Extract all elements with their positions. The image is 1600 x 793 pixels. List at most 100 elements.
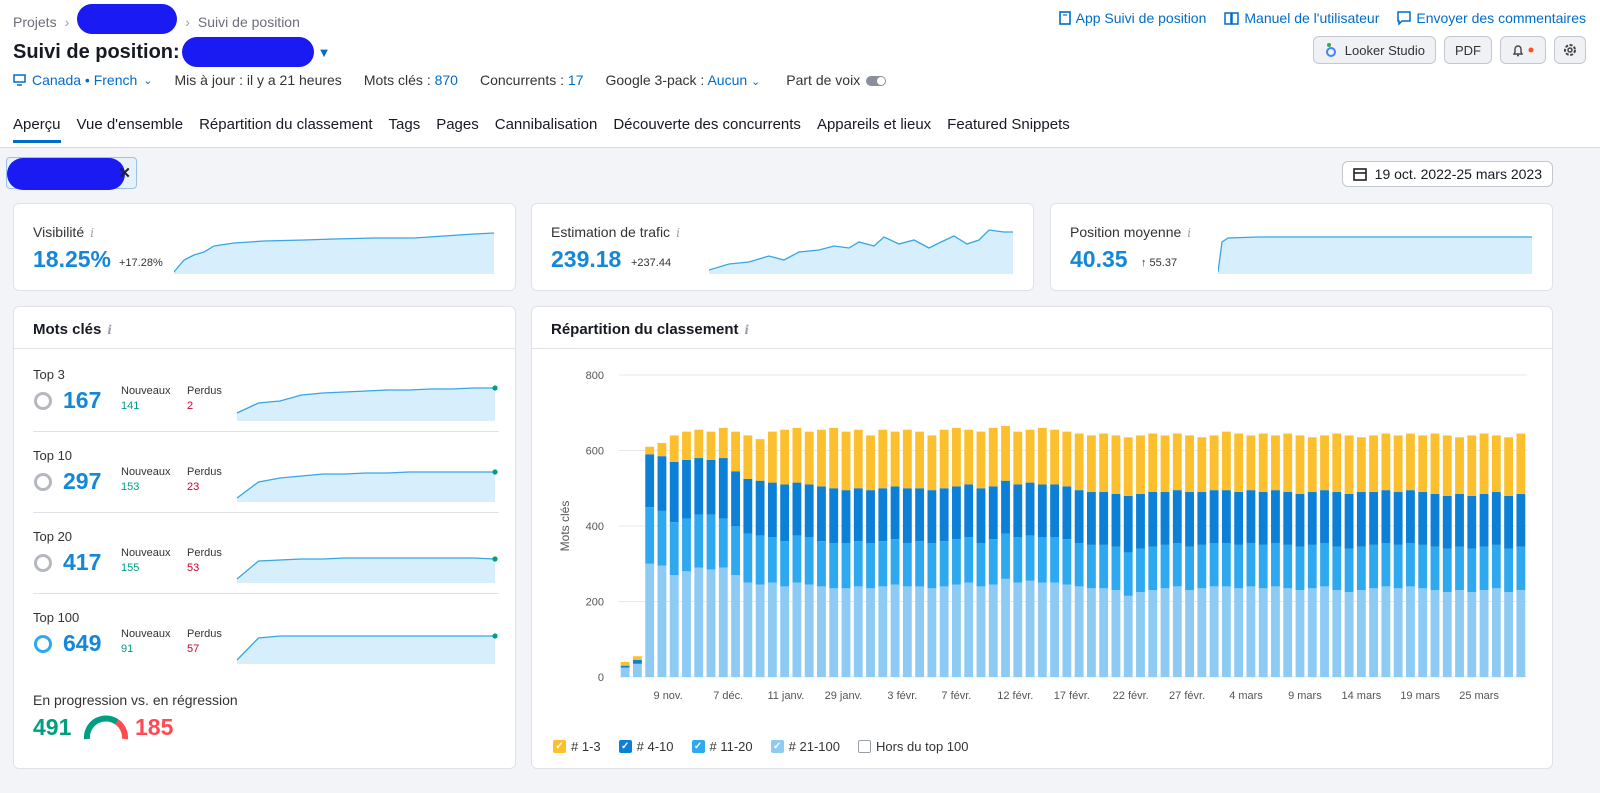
google-pack-value[interactable]: Aucun xyxy=(707,72,748,88)
legend-item[interactable]: ✓ # 1-3 xyxy=(553,739,601,754)
location-selector[interactable]: Canada • French ⌄ xyxy=(13,72,153,88)
checkbox-checked-icon[interactable]: ✓ xyxy=(553,740,566,753)
filter-chip[interactable]: ✕ xyxy=(6,157,137,190)
bar-segment-21-100 xyxy=(657,565,667,677)
keyword-sparkline xyxy=(236,556,498,583)
bar-segment-4-10 xyxy=(1234,492,1244,545)
tab-7[interactable]: Appareils et lieux xyxy=(816,116,932,133)
bar-segment-4-10 xyxy=(767,482,777,538)
chevron-down-icon[interactable]: ⌄ xyxy=(751,76,761,88)
bar-segment-11-20 xyxy=(927,542,937,589)
legend-item[interactable]: ✓ # 4-10 xyxy=(618,739,674,754)
breadcrumb-projects-link[interactable]: Projets xyxy=(13,14,57,30)
tab-2[interactable]: Répartition du classement xyxy=(199,116,373,133)
new-value[interactable]: 153 xyxy=(121,481,140,493)
checkbox-checked-icon[interactable]: ✓ xyxy=(770,740,784,753)
keywords-count-value[interactable]: 870 xyxy=(434,72,458,88)
keyword-row-value[interactable]: 649 xyxy=(63,630,102,656)
tab-3[interactable]: Tags xyxy=(388,116,421,133)
keyword-row-value[interactable]: 417 xyxy=(63,549,102,575)
divider xyxy=(33,593,499,594)
bar-segment-11-20 xyxy=(718,518,728,568)
competitors-count-value[interactable]: 17 xyxy=(567,72,584,88)
feedback-link[interactable]: Envoyer des commentaires xyxy=(1397,10,1586,26)
looker-studio-button[interactable]: Looker Studio xyxy=(1312,36,1436,64)
bar-segment-4-10 xyxy=(1442,495,1452,549)
tab-4[interactable]: Pages xyxy=(436,116,479,133)
bar-segment-4-10 xyxy=(841,490,851,543)
kpi-card-position[interactable]: Position moyenne i 40.35 ↑ 55.37 xyxy=(1050,203,1553,291)
manual-link-label: Manuel de l'utilisateur xyxy=(1244,10,1380,26)
settings-button[interactable] xyxy=(1554,36,1586,64)
kpi-card-visibility[interactable]: Visibilité i 18.25% +17.28% xyxy=(13,203,516,291)
bar-segment-21-100 xyxy=(1099,588,1109,677)
bar-segment-1-3 xyxy=(1086,435,1096,493)
close-icon[interactable]: ✕ xyxy=(118,165,131,182)
tab-6[interactable]: Découverte des concurrents xyxy=(613,116,801,133)
keyword-row-value[interactable]: 297 xyxy=(63,468,102,494)
bar-segment-4-10 xyxy=(1491,492,1501,545)
kpi-card-traffic[interactable]: Estimation de trafic i 239.18 +237.44 xyxy=(531,203,1034,291)
tab-1[interactable]: Vue d'ensemble xyxy=(76,116,184,133)
checkbox-checked-icon[interactable]: ✓ xyxy=(691,740,705,753)
lost-value[interactable]: 53 xyxy=(187,562,200,574)
lost-value[interactable]: 57 xyxy=(187,643,200,655)
lost-value[interactable]: 23 xyxy=(187,481,200,493)
legend-item[interactable]: Hors du top 100 xyxy=(857,739,969,754)
tab-5[interactable]: Cannibalisation xyxy=(494,116,598,133)
checkbox-empty-icon[interactable] xyxy=(857,740,871,753)
keyword-row[interactable]: Top 20 417 Nouveaux 155 Perdus 53 xyxy=(33,529,499,609)
tab-0[interactable]: Aperçu xyxy=(13,116,61,143)
info-icon[interactable]: i xyxy=(1187,226,1192,240)
keywords-count-label: Mots clés : xyxy=(363,72,431,88)
bar-segment-11-20 xyxy=(1136,548,1145,593)
keyword-row[interactable]: Top 3 167 Nouveaux 141 Perdus 2 xyxy=(33,367,499,447)
keyword-row-value[interactable]: 167 xyxy=(63,387,102,413)
legend-item[interactable]: ✓ # 11-20 xyxy=(691,739,753,754)
new-value[interactable]: 155 xyxy=(121,562,140,574)
bar-segment-4-10 xyxy=(1295,493,1305,547)
bar-segment-1-3 xyxy=(866,435,875,491)
legend-item[interactable]: ✓ # 21-100 xyxy=(770,739,840,754)
bar-segment-21-100 xyxy=(1491,588,1501,677)
new-label: Nouveaux xyxy=(121,628,171,640)
tab-8[interactable]: Featured Snippets xyxy=(947,116,1070,133)
checkbox-checked-icon[interactable]: ✓ xyxy=(618,740,632,753)
bar-segment-11-20 xyxy=(915,541,925,587)
book-icon xyxy=(1224,11,1240,25)
bar-segment-1-3 xyxy=(1369,435,1379,493)
redacted-project-name[interactable] xyxy=(77,4,178,34)
new-value[interactable]: 141 xyxy=(121,400,140,412)
bar-segment-11-20 xyxy=(767,537,777,583)
divider xyxy=(33,431,499,432)
info-icon[interactable]: i xyxy=(90,226,94,240)
bar-segment-21-100 xyxy=(939,586,949,677)
keyword-row[interactable]: Top 100 649 Nouveaux 91 Perdus 57 xyxy=(33,610,499,690)
app-link[interactable]: App Suivi de position xyxy=(1058,10,1206,26)
share-of-voice-toggle[interactable] xyxy=(866,76,887,87)
info-icon[interactable]: i xyxy=(676,226,680,240)
bar-segment-21-100 xyxy=(1516,590,1526,677)
lost-value[interactable]: 2 xyxy=(187,400,194,412)
bar-segment-4-10 xyxy=(804,484,814,538)
info-icon[interactable]: i xyxy=(107,323,112,337)
bar-segment-11-20 xyxy=(1283,544,1293,589)
bar-segment-1-3 xyxy=(1295,435,1305,494)
top-links: App Suivi de position Manuel de l'utilis… xyxy=(1058,10,1586,26)
bar-segment-4-10 xyxy=(1381,490,1391,543)
date-range-picker[interactable]: 19 oct. 2022-25 mars 2023 xyxy=(1341,161,1553,187)
pdf-button[interactable]: PDF xyxy=(1444,36,1492,64)
chevron-down-icon[interactable]: ▼ xyxy=(317,44,331,60)
new-value[interactable]: 91 xyxy=(121,643,134,655)
notifications-button[interactable] xyxy=(1500,36,1546,64)
bar-segment-21-100 xyxy=(1442,592,1452,677)
info-icon[interactable]: i xyxy=(744,323,750,337)
bar-segment-4-10 xyxy=(927,490,937,543)
bar-segment-21-100 xyxy=(1295,590,1305,677)
bar-segment-4-10 xyxy=(1172,490,1182,543)
bar-segment-21-100 xyxy=(866,588,875,677)
manual-link[interactable]: Manuel de l'utilisateur xyxy=(1224,10,1379,26)
bar-segment-11-20 xyxy=(755,535,765,585)
bar-segment-1-3 xyxy=(964,429,974,485)
keyword-row[interactable]: Top 10 297 Nouveaux 153 Perdus 23 xyxy=(33,448,499,528)
